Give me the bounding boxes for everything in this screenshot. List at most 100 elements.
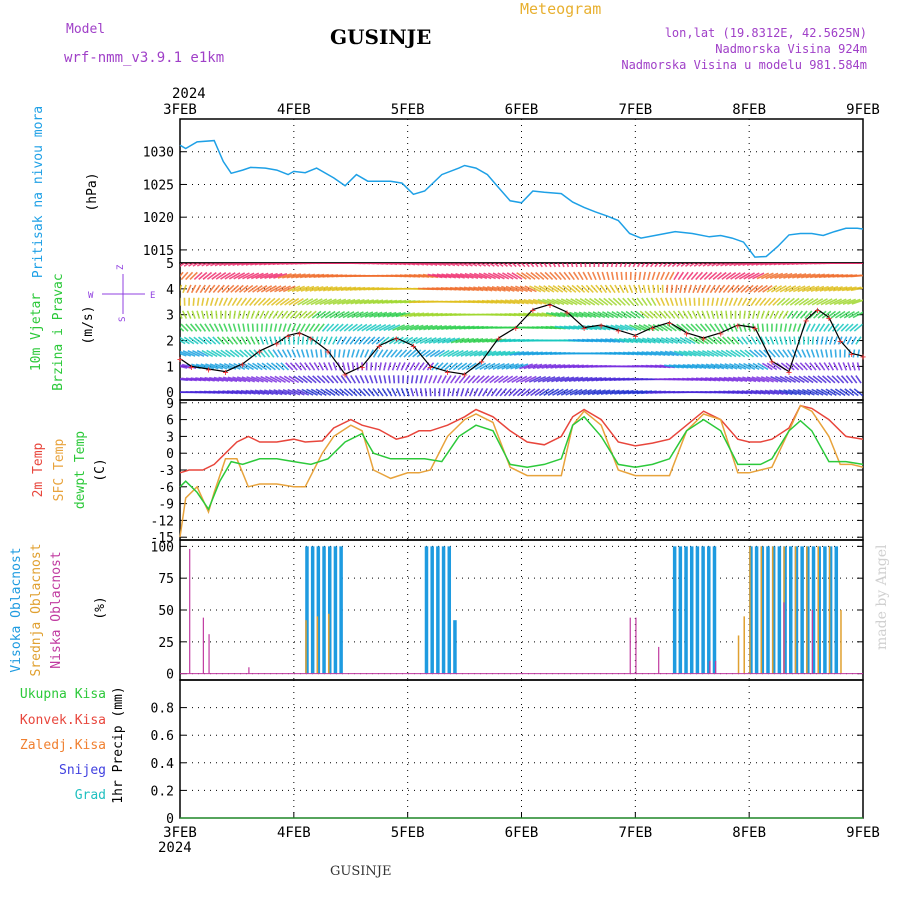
wind-arrow xyxy=(331,286,347,292)
wind-arrow xyxy=(718,323,725,332)
cloud-bar xyxy=(749,546,753,674)
wind-arrow xyxy=(536,312,552,318)
wind-arrow xyxy=(687,310,693,319)
wind-arrow xyxy=(645,263,650,268)
wind-arrow xyxy=(217,284,225,294)
wind-arrow xyxy=(274,375,286,383)
wind-arrow xyxy=(602,311,614,319)
cloud-bar xyxy=(430,546,434,674)
cloud-bar xyxy=(794,546,797,674)
wind-arrow xyxy=(773,310,780,319)
wind-arrow xyxy=(241,263,252,266)
wind-arrow xyxy=(287,285,301,293)
wind-arrow xyxy=(238,284,249,293)
wind-arrow xyxy=(288,375,300,384)
wind-arrow xyxy=(673,350,688,357)
cloud-bar xyxy=(840,610,842,674)
wind-arrow xyxy=(829,336,834,345)
wind-arrow xyxy=(752,362,764,371)
wind-arrow xyxy=(378,362,382,371)
wind-arrow xyxy=(701,363,716,370)
wind-arrow xyxy=(200,363,215,370)
dewpt-ylabel: dewpt Temp xyxy=(73,431,88,509)
cloud-bar xyxy=(305,546,309,674)
wind-arrow xyxy=(209,297,214,306)
wind-arrow xyxy=(739,310,742,319)
wind-arrow xyxy=(374,362,378,371)
wind-arrow xyxy=(770,285,782,293)
wind-arrow xyxy=(634,310,645,319)
wind-arrow xyxy=(573,311,588,318)
wind-arrow xyxy=(351,362,355,371)
wind-arrow xyxy=(488,362,501,370)
wind-arrow xyxy=(604,338,621,343)
wind-arrow xyxy=(602,263,605,268)
wind-arrow xyxy=(452,362,463,371)
wind-arrow xyxy=(755,336,762,345)
wind-arrow xyxy=(455,263,464,267)
wind-arrow xyxy=(327,336,333,345)
wind-arrow xyxy=(615,263,618,268)
wind-arrow xyxy=(180,339,186,345)
wind-arrow xyxy=(483,263,491,267)
wind-arrow xyxy=(196,349,209,358)
wind-arrow xyxy=(654,263,660,268)
wind-arrow xyxy=(278,323,283,332)
wind-arrow xyxy=(332,298,347,305)
wind-arrow xyxy=(725,272,737,280)
wind-arrow xyxy=(732,376,748,383)
wind-arrow xyxy=(349,336,357,345)
wind-arrow xyxy=(391,388,397,397)
wind-arrow xyxy=(786,349,794,358)
wind-arrow xyxy=(719,363,734,370)
wind-arrow xyxy=(797,388,811,396)
wind-arrow xyxy=(810,323,816,332)
wind-arrow xyxy=(399,349,408,358)
cloud-bar xyxy=(629,617,631,674)
wind-arrow xyxy=(355,349,360,358)
wind-arrow xyxy=(772,349,781,358)
wind-arrow xyxy=(769,263,780,266)
wind-arrow xyxy=(189,271,198,281)
wind-arrow xyxy=(219,363,232,370)
wind-arrow xyxy=(749,349,759,358)
wind-arrow xyxy=(329,310,341,319)
wind-arrow xyxy=(761,272,774,280)
wind-arrow xyxy=(372,299,388,305)
cloud-bar xyxy=(447,546,452,674)
wind-arrow xyxy=(231,297,238,307)
wind-arrow xyxy=(441,337,456,344)
wind-arrow xyxy=(267,349,275,358)
wind-arrow xyxy=(660,271,666,281)
wind-arrow xyxy=(427,263,438,266)
wind-arrow xyxy=(752,272,765,280)
wind-arrow xyxy=(252,362,263,371)
wind-arrow xyxy=(833,336,838,345)
wind-arrow xyxy=(373,375,378,384)
cloud-bar xyxy=(208,634,210,674)
wind-unit-label: (m/s) xyxy=(81,305,96,344)
temp2m-ylabel: 2m Temp xyxy=(31,442,46,497)
wind-arrow xyxy=(252,284,263,293)
wind-arrow xyxy=(465,263,473,267)
wind-arrow xyxy=(240,336,247,345)
cloud-bar xyxy=(783,602,785,674)
wind-arrow xyxy=(815,349,820,358)
wind-arrow xyxy=(564,376,579,383)
model-label: Model xyxy=(66,22,105,37)
wind-arrow xyxy=(568,271,575,281)
wind-arrow xyxy=(395,312,411,318)
wind-arrow xyxy=(222,297,229,307)
wind-arrow xyxy=(787,389,802,396)
wind-arrow xyxy=(791,310,799,319)
wind-arrow xyxy=(318,362,324,371)
wind-arrow xyxy=(726,336,736,345)
wind-arrow xyxy=(285,362,294,371)
wind-arrow xyxy=(797,323,802,332)
wind-arrow xyxy=(263,310,270,319)
wind-arrow xyxy=(281,349,288,358)
wind-arrow xyxy=(489,375,500,384)
wind-arrow xyxy=(742,323,747,332)
wind-arrow xyxy=(757,284,768,293)
wind-arrow xyxy=(432,273,448,279)
